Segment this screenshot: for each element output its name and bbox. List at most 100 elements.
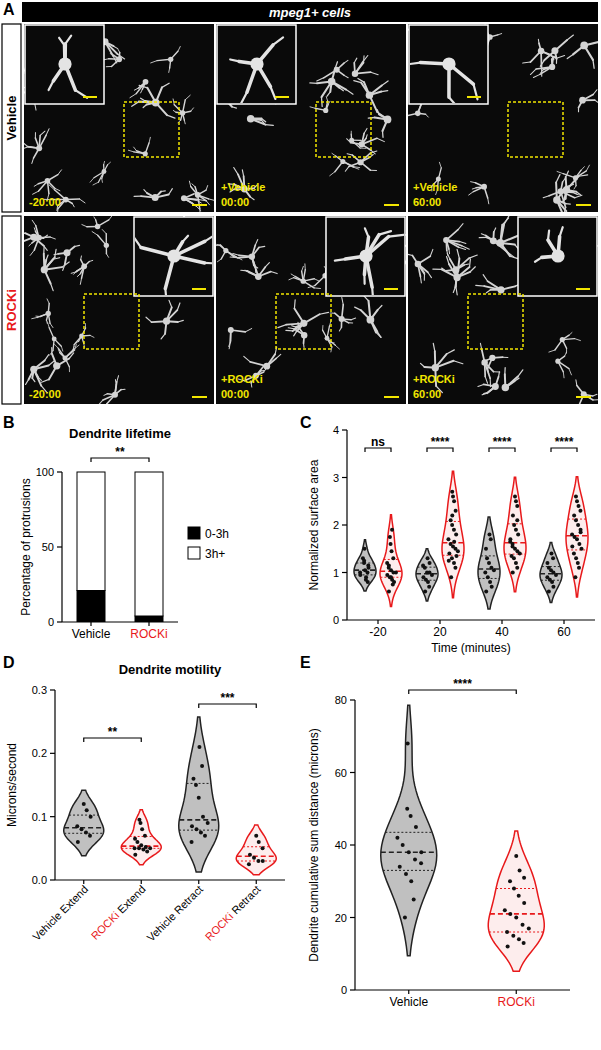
cell-branch (472, 188, 476, 189)
x-tick (377, 620, 378, 624)
cell-branch (331, 347, 332, 352)
violin (442, 471, 464, 597)
data-point (401, 843, 405, 847)
cell-branch (335, 259, 345, 260)
x-tick-label: ROCKi (130, 627, 167, 641)
data-point (515, 504, 519, 508)
cell-body (555, 359, 560, 364)
cell-branch (55, 249, 56, 257)
cell-branch (192, 184, 195, 187)
cell-branch (574, 186, 576, 189)
cell-branch (102, 230, 106, 234)
cell-branch (330, 313, 335, 314)
cell-branch (229, 343, 230, 349)
data-point (391, 556, 395, 560)
inset-cells (230, 37, 283, 103)
data-point (484, 547, 488, 551)
cell-branch (478, 384, 484, 386)
cell-body (163, 318, 170, 325)
micrograph (408, 24, 598, 212)
cell-branch (294, 331, 297, 336)
cell-branch (453, 288, 455, 293)
data-point (576, 561, 580, 565)
data-point (423, 590, 427, 594)
y-tick (57, 546, 62, 547)
data-point (451, 495, 455, 499)
data-point (409, 814, 413, 818)
data-point (85, 808, 89, 812)
data-point (421, 575, 425, 579)
cell-branch (342, 297, 343, 304)
data-point (452, 540, 456, 544)
data-point (143, 834, 147, 838)
data-point (574, 495, 578, 499)
data-point (547, 566, 551, 570)
data-point (577, 566, 581, 570)
cell-branch (273, 37, 283, 44)
cell-branch (144, 190, 147, 193)
inset-scale-bar (275, 96, 289, 98)
zoom-region (276, 294, 331, 349)
cell-branch (464, 263, 469, 265)
quartile-line (385, 832, 432, 833)
cell-branch (406, 255, 407, 262)
data-point (547, 590, 551, 594)
chart-b: BDendrite lifetime050100Percentage of pr… (3, 414, 229, 641)
data-point (254, 834, 258, 838)
cell-body (247, 115, 255, 123)
cell-branch (593, 60, 594, 68)
cell-branch (575, 339, 581, 341)
y-tick-label: 0.2 (32, 747, 47, 759)
cell-branch (146, 317, 152, 322)
cell-branch (54, 253, 58, 255)
cell-branch (469, 192, 474, 195)
x-tick (501, 620, 502, 624)
cell-body (102, 169, 107, 174)
cell-branch (354, 81, 361, 83)
cell-branch (575, 195, 582, 198)
cell-branch (351, 318, 355, 320)
cell-body (63, 249, 70, 256)
cell-branch (363, 275, 365, 284)
data-point (573, 575, 577, 579)
cell-branch (241, 270, 247, 272)
cell-branch (572, 192, 577, 194)
cell-branch (53, 258, 60, 260)
data-point (489, 537, 493, 541)
cell-branch (428, 272, 432, 277)
panel-letter: D (3, 654, 15, 671)
violin (504, 477, 526, 592)
legend-swatch (188, 527, 200, 539)
x-tick-label: 60 (557, 625, 571, 639)
data-point (452, 528, 456, 532)
cell-branch (141, 89, 143, 93)
data-point (514, 499, 518, 503)
cell-branch (548, 231, 549, 240)
cell-branch (42, 379, 49, 382)
quartile-line (179, 819, 218, 821)
data-point (510, 554, 514, 558)
quartile-line (187, 783, 211, 784)
cell-branch (376, 332, 381, 337)
data-point (447, 552, 451, 556)
quartile-line (69, 815, 98, 816)
cell-branch (504, 368, 506, 375)
y-tick-label: 50 (42, 541, 54, 553)
data-point (387, 563, 391, 567)
y-tick (50, 753, 55, 754)
data-point (572, 514, 576, 518)
data-point (366, 563, 370, 567)
x-tick (198, 880, 199, 884)
cell-branch (378, 305, 382, 309)
cell-branch (49, 81, 54, 90)
data-point (206, 821, 210, 825)
data-point (144, 845, 148, 849)
data-point (413, 858, 417, 862)
data-point (545, 575, 549, 579)
data-point (521, 923, 525, 927)
x-tick (148, 622, 149, 626)
x-tick-label: 20 (433, 625, 447, 639)
data-point (407, 850, 411, 854)
inset (409, 25, 488, 104)
cell-body (52, 336, 57, 341)
